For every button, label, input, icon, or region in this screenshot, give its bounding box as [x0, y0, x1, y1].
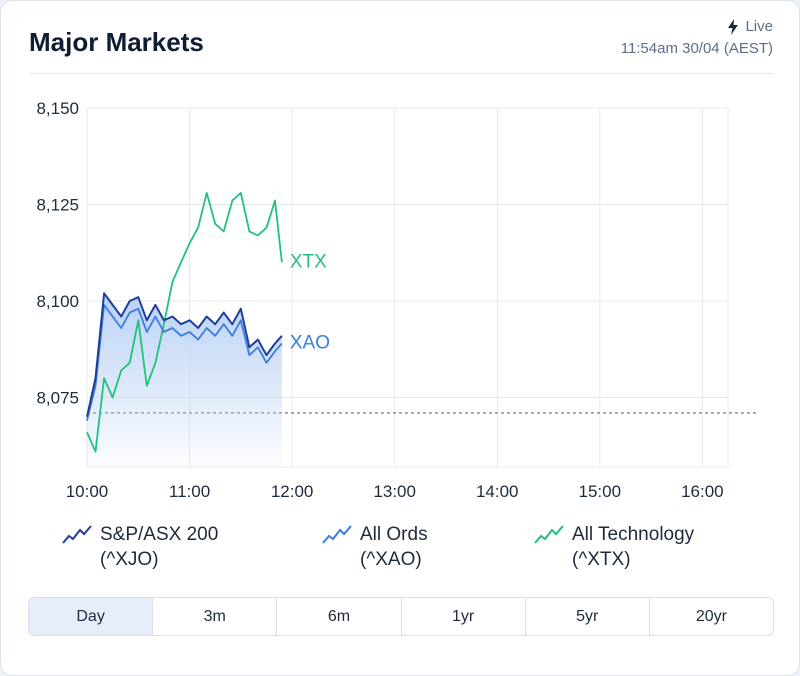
last-updated-timestamp: 11:54am 30/04 (AEST): [620, 40, 773, 57]
y-tick-label: 8,150: [36, 99, 79, 118]
legend-xtx-code: (^XTX): [572, 549, 631, 570]
tab-1yr[interactable]: 1yr: [402, 598, 526, 635]
series-label-xtx: XTX: [290, 251, 327, 272]
x-tick-label: 16:00: [681, 482, 724, 501]
y-tick-label: 8,125: [36, 196, 79, 215]
legend-xjo-name: S&P/ASX 200: [100, 524, 219, 545]
legend-xao-code: (^XAO): [360, 549, 422, 570]
x-tick-label: 14:00: [476, 482, 519, 501]
legend-xtx-name: All Technology: [572, 524, 695, 545]
card-title: Major Markets: [29, 27, 204, 57]
series-line-xao: [86, 303, 283, 421]
x-tick-label: 15:00: [579, 482, 622, 501]
tab-5yr[interactable]: 5yr: [526, 598, 650, 635]
header-divider: [29, 73, 773, 74]
legend-item-xjo[interactable]: S&P/ASX 200 (^XJO): [62, 522, 218, 572]
range-tabs: Day 3m 6m 1yr 5yr 20yr: [28, 597, 774, 636]
legend-xjo-code: (^XJO): [100, 549, 159, 570]
x-tick-label: 11:00: [169, 482, 210, 501]
series-label-xao: XAO: [290, 332, 330, 353]
lightning-bolt-icon: [728, 18, 739, 35]
series-line-xjo: [86, 292, 283, 418]
xtx-line-icon: [534, 525, 564, 544]
tab-day[interactable]: Day: [29, 598, 154, 635]
market-line-chart: 8,150 8,125 8,100 8,075 10:00 11:00 12:00 13:00…: [36, 99, 756, 501]
x-tick-label: 13:00: [373, 482, 416, 501]
legend-xao-name: All Ords: [360, 524, 428, 545]
series-line-xtx: [86, 191, 283, 453]
legend-item-xtx[interactable]: All Technology (^XTX): [534, 522, 694, 572]
x-tick-label: 10:00: [66, 482, 109, 501]
live-indicator: Live: [727, 18, 773, 35]
y-tick-label: 8,100: [36, 292, 79, 311]
x-tick-label: 12:00: [271, 482, 314, 501]
tab-6m[interactable]: 6m: [277, 598, 402, 635]
y-tick-label: 8,075: [36, 389, 79, 408]
live-label: Live: [745, 18, 773, 35]
xjo-line-icon: [62, 525, 92, 544]
tab-3m[interactable]: 3m: [153, 598, 278, 635]
legend-item-xao[interactable]: All Ords (^XAO): [322, 522, 428, 572]
xjo-area-fill: [87, 293, 282, 467]
tab-20yr[interactable]: 20yr: [695, 607, 727, 625]
xao-line-icon: [322, 525, 352, 544]
